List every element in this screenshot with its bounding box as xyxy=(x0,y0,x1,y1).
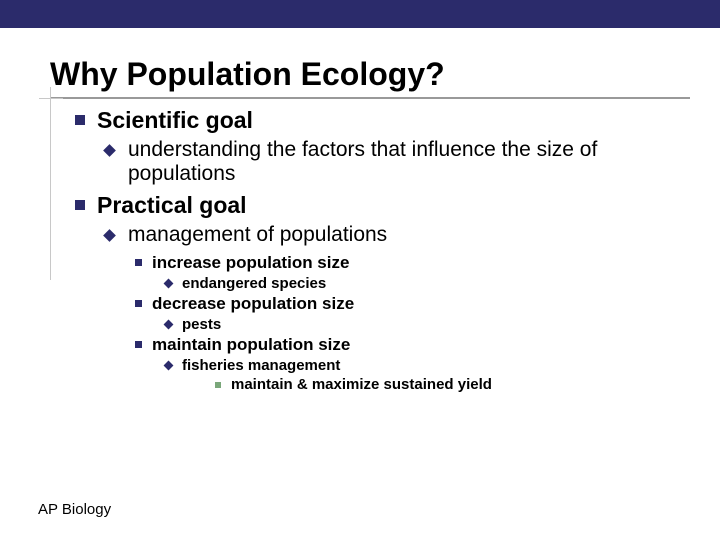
l3-text: decrease population size xyxy=(152,294,354,314)
square-small-bullet-icon xyxy=(135,259,142,266)
bullet-l1: Scientific goal xyxy=(75,107,720,134)
l2-text: management of populations xyxy=(128,223,387,247)
bullet-l4: pests xyxy=(165,316,720,333)
slide-content: Scientific goal understanding the factor… xyxy=(75,107,720,393)
bullet-l5: maintain & maximize sustained yield xyxy=(215,376,720,393)
l1-text: Practical goal xyxy=(97,192,247,219)
l5-text: maintain & maximize sustained yield xyxy=(231,376,492,393)
bullet-l4: fisheries management xyxy=(165,357,720,374)
bullet-l2: understanding the factors that influence… xyxy=(105,138,720,186)
l3-text: increase population size xyxy=(152,253,349,273)
square-xs-bullet-icon xyxy=(215,382,221,388)
title-underline xyxy=(50,97,690,99)
square-small-bullet-icon xyxy=(135,300,142,307)
bullet-l3: decrease population size xyxy=(135,294,720,314)
l4-text: endangered species xyxy=(182,275,326,292)
crosshair-decoration xyxy=(39,87,63,111)
l2-text: understanding the factors that influence… xyxy=(128,138,668,186)
bullet-l3: maintain population size xyxy=(135,335,720,355)
l4-text: pests xyxy=(182,316,221,333)
diamond-bullet-icon xyxy=(103,144,116,157)
top-bar xyxy=(0,0,720,28)
footer-label: AP Biology xyxy=(38,501,111,518)
l4-text: fisheries management xyxy=(182,357,340,374)
bullet-l2: management of populations xyxy=(105,223,720,247)
square-small-bullet-icon xyxy=(135,341,142,348)
diamond-small-bullet-icon xyxy=(164,320,174,330)
square-bullet-icon xyxy=(75,115,85,125)
bullet-l4: endangered species xyxy=(165,275,720,292)
diamond-bullet-icon xyxy=(103,229,116,242)
bullet-l3: increase population size xyxy=(135,253,720,273)
bullet-l1: Practical goal xyxy=(75,192,720,219)
diamond-small-bullet-icon xyxy=(164,279,174,289)
vertical-guide xyxy=(50,100,51,280)
l1-text: Scientific goal xyxy=(97,107,253,134)
page-title: Why Population Ecology? xyxy=(50,56,720,93)
diamond-small-bullet-icon xyxy=(164,361,174,371)
square-bullet-icon xyxy=(75,200,85,210)
l3-text: maintain population size xyxy=(152,335,350,355)
